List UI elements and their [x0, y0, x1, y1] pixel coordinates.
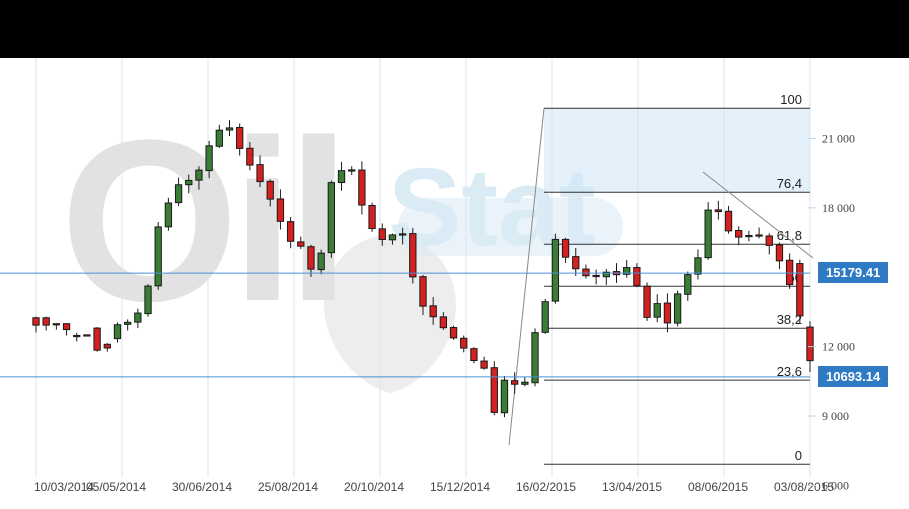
- svg-text:18 000: 18 000: [822, 201, 855, 215]
- svg-text:76,4: 76,4: [777, 176, 802, 191]
- svg-text:08/06/2015: 08/06/2015: [688, 480, 748, 494]
- svg-text:16/02/2015: 16/02/2015: [516, 480, 576, 494]
- svg-text:12 000: 12 000: [822, 340, 855, 354]
- svg-text:13/04/2015: 13/04/2015: [602, 480, 662, 494]
- svg-text:9 000: 9 000: [822, 409, 849, 423]
- svg-text:0: 0: [795, 448, 802, 463]
- svg-text:15/12/2014: 15/12/2014: [430, 480, 490, 494]
- svg-text:20/10/2014: 20/10/2014: [344, 480, 404, 494]
- svg-text:05/05/2014: 05/05/2014: [86, 480, 146, 494]
- svg-text:25/08/2014: 25/08/2014: [258, 480, 318, 494]
- svg-text:100: 100: [780, 92, 802, 107]
- svg-text:6 000: 6 000: [822, 478, 849, 492]
- svg-text:61,8: 61,8: [777, 228, 802, 243]
- svg-text:21 000: 21 000: [822, 131, 855, 145]
- svg-text:30/06/2014: 30/06/2014: [172, 480, 232, 494]
- svg-text:Oil: Oil: [60, 92, 343, 349]
